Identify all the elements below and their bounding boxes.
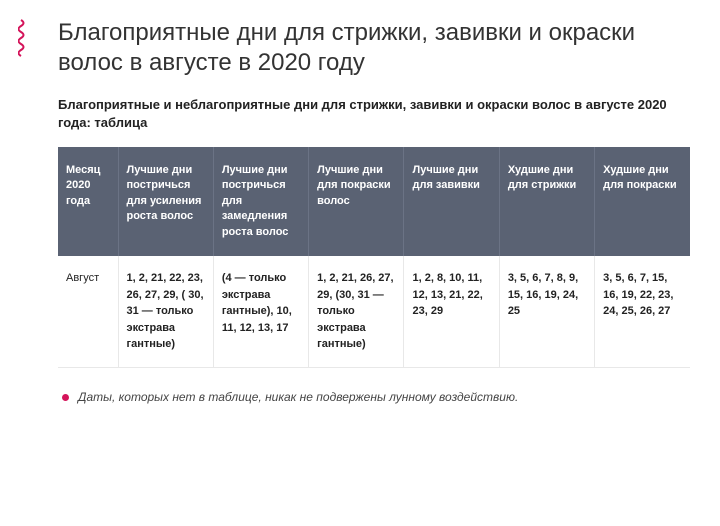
cell-worst-dye: 3, 5, 6, 7, 15, 16, 19, 22, 23, 24, 25, …	[595, 256, 690, 367]
wavy-icon	[18, 18, 30, 58]
col-best-cut-slow: Лучшие дни постричься для замедления рос…	[213, 147, 308, 256]
table-header-row: Месяц 2020 года Лучшие дни постричься дл…	[58, 147, 690, 256]
col-worst-cut: Худшие дни для стрижки	[499, 147, 594, 256]
footnote: Даты, которых нет в таблице, никак не по…	[58, 390, 690, 404]
content-area: Благоприятные дни для стрижки, завивки и…	[0, 0, 720, 416]
cell-best-dye: 1, 2, 21, 26, 27, 29, (30, 31 — только э…	[309, 256, 404, 367]
col-best-cut-growth: Лучшие дни постричься для усиления роста…	[118, 147, 213, 256]
cell-best-perm: 1, 2, 8, 10, 11, 12, 13, 21, 22, 23, 29	[404, 256, 499, 367]
cell-best-cut-slow: (4 — только экстрава гантные), 10, 11, 1…	[213, 256, 308, 367]
page-subtitle: Благоприятные и неблагоприятные дни для …	[58, 96, 690, 131]
bullet-icon	[62, 394, 69, 401]
col-worst-dye: Худшие дни для покраски	[595, 147, 690, 256]
col-best-dye: Лучшие дни для покраски волос	[309, 147, 404, 256]
footnote-text: Даты, которых нет в таблице, никак не по…	[78, 390, 518, 404]
cell-best-cut-growth: 1, 2, 21, 22, 23, 26, 27, 29, ( 30, 31 —…	[118, 256, 213, 367]
page-title: Благоприятные дни для стрижки, завивки и…	[58, 18, 690, 78]
col-month: Месяц 2020 года	[58, 147, 118, 256]
calendar-table: Месяц 2020 года Лучшие дни постричься дл…	[58, 147, 690, 367]
col-best-perm: Лучшие дни для завивки	[404, 147, 499, 256]
table-row: Август 1, 2, 21, 22, 23, 26, 27, 29, ( 3…	[58, 256, 690, 367]
cell-worst-cut: 3, 5, 6, 7, 8, 9, 15, 16, 19, 24, 25	[499, 256, 594, 367]
cell-month: Август	[58, 256, 118, 367]
